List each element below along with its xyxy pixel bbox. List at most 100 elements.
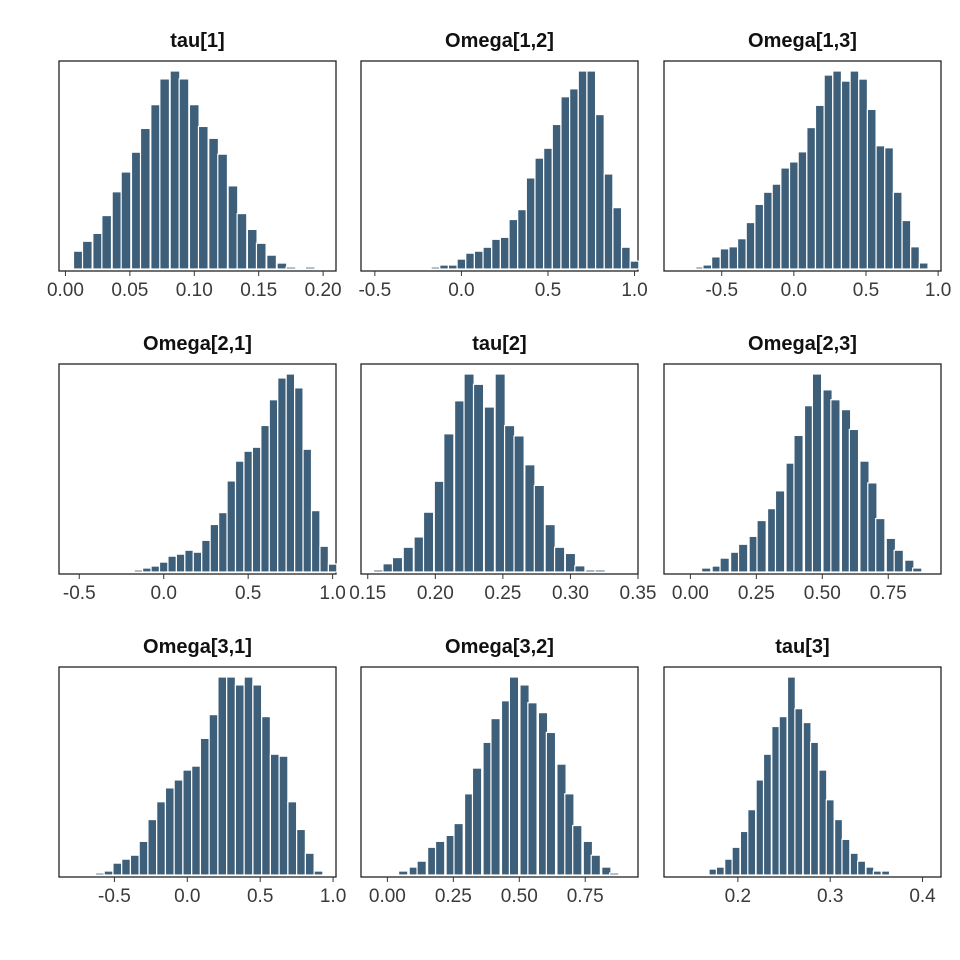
histogram-panel: Omega[3,2] 0.00 0.25 0.50 0.75	[360, 636, 639, 907]
histogram-bar	[841, 838, 851, 876]
histogram-bar	[208, 137, 220, 270]
histogram-bar	[872, 870, 882, 876]
histogram-bar	[463, 373, 475, 573]
histogram-bar	[208, 714, 219, 876]
histogram-bar	[251, 446, 262, 573]
histogram-bar	[269, 753, 280, 876]
histogram-bar	[382, 563, 394, 573]
x-tick-label: 0.00	[369, 886, 406, 907]
histogram-bar	[430, 266, 441, 270]
histogram-bar	[416, 860, 427, 876]
histogram-bar	[865, 866, 875, 876]
histogram-bar	[577, 70, 588, 270]
histogram-bar	[188, 104, 200, 270]
histogram-bar	[169, 70, 181, 270]
histogram-bar	[150, 104, 162, 270]
histogram-bar	[164, 787, 175, 876]
x-tick-label: 0.50	[804, 583, 841, 604]
x-tick-label: 0.25	[738, 583, 775, 604]
histogram-bar	[884, 147, 894, 270]
x-tick-label: 0.50	[501, 886, 538, 907]
histogram-bar	[508, 676, 520, 876]
histogram-bar	[517, 209, 527, 270]
histogram-bar	[268, 399, 279, 573]
x-tick-label: 0.5	[247, 886, 273, 907]
plot-frame	[360, 363, 639, 575]
histogram-bar	[111, 191, 123, 270]
x-tick-label: -0.5	[98, 886, 131, 907]
histogram-bar	[754, 203, 765, 270]
histogram-bar	[499, 236, 510, 270]
x-tick-label: 0.20	[417, 583, 454, 604]
histogram-bar	[261, 715, 271, 876]
histogram-bar	[771, 183, 782, 270]
histogram-bar	[802, 721, 812, 876]
histogram-bar	[217, 676, 228, 876]
histogram-bar	[687, 570, 699, 573]
x-tick-label: -0.5	[358, 280, 391, 301]
x-tick-label: 1.0	[925, 280, 951, 301]
histogram-bar	[875, 145, 886, 270]
histogram-bar	[524, 464, 536, 573]
histogram-bar	[384, 873, 396, 876]
histogram-bar	[700, 567, 712, 573]
histogram-bar	[319, 545, 330, 573]
histogram-bar	[287, 801, 298, 876]
histogram-bar	[471, 767, 483, 876]
histogram-bar	[184, 549, 194, 573]
x-tick-label: 0.0	[174, 886, 200, 907]
histogram-bar	[260, 424, 270, 573]
x-tick-label: 0.30	[552, 583, 589, 604]
histogram-bar	[103, 870, 114, 876]
histogram-bar	[912, 567, 923, 573]
histogram-bar	[142, 567, 152, 573]
histogram-bar	[574, 565, 586, 573]
histogram-bar	[133, 569, 144, 573]
histogram-bar	[605, 570, 617, 573]
x-tick-label: 0.0	[151, 583, 177, 604]
histogram-bar	[586, 70, 597, 270]
histogram-bar	[175, 553, 186, 573]
histogram-bar	[918, 262, 929, 270]
histogram-bar	[564, 552, 577, 573]
histogram-bar	[236, 212, 248, 270]
histogram-bar	[313, 870, 324, 876]
histogram-bar	[434, 840, 446, 876]
histogram-bar	[112, 862, 123, 876]
histogram-bar	[276, 262, 288, 270]
histogram-bar	[793, 434, 804, 573]
histogram-bar	[806, 126, 817, 270]
histogram-bar	[473, 250, 484, 270]
histogram-bar	[830, 399, 841, 573]
x-tick-label: 0.00	[672, 583, 709, 604]
x-tick-label: 0.2	[725, 886, 751, 907]
histogram-bar	[601, 866, 612, 876]
histogram-bar	[296, 828, 306, 876]
histogram-bar	[594, 113, 605, 270]
histogram-bar	[809, 741, 820, 876]
histogram-bar	[797, 151, 808, 270]
histogram-bar	[818, 769, 828, 876]
histogram-bar	[551, 123, 562, 270]
plot-frame	[58, 666, 337, 878]
plot-frame	[663, 60, 942, 272]
histogram-bar	[849, 70, 860, 270]
histogram-bar	[266, 254, 278, 270]
histogram-panel: Omega[2,3] 0.00 0.25 0.50 0.75	[663, 333, 942, 604]
histogram-bar	[543, 147, 553, 270]
histogram-bar	[881, 870, 891, 876]
histogram-bar	[811, 373, 823, 573]
x-tick-label: 0.5	[853, 280, 879, 301]
histogram-bar	[490, 717, 501, 876]
histogram-bar	[603, 173, 614, 270]
histogram-bar	[747, 809, 757, 876]
histogram-bar	[572, 824, 583, 876]
histogram-bar	[285, 373, 296, 573]
histogram-panel: Omega[2,1] -0.5 0.0 0.5 1.0	[58, 333, 346, 604]
histogram-bar	[620, 246, 631, 270]
histogram-bar	[629, 260, 640, 270]
histogram-bar	[788, 161, 799, 270]
histogram-bar	[443, 433, 455, 573]
histogram-bar	[825, 799, 835, 876]
